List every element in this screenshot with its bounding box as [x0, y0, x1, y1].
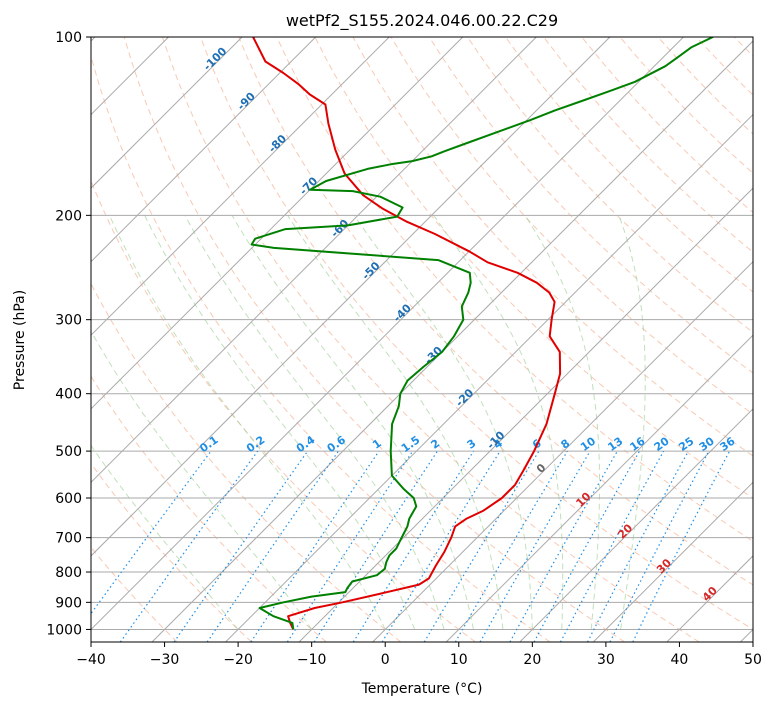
mixing-ratio-line [206, 450, 339, 642]
isotherm-line [91, 37, 390, 336]
y-tick-label: 800 [55, 565, 82, 581]
y-tick-label: 900 [55, 595, 82, 611]
isotherm-line [91, 37, 464, 410]
mixing-ratio-line [586, 450, 689, 642]
isotherm-line [91, 37, 317, 263]
x-tick-label: 20 [523, 652, 541, 668]
chart-title: wetPf2_S155.2024.046.00.22.C29 [286, 11, 558, 31]
mixing-ratio-line [352, 450, 475, 642]
dry-adiabat-line [238, 37, 753, 586]
mixing-ratio-line [173, 450, 309, 642]
mixing-ratio-line [454, 450, 568, 642]
axes: −40 −30 −20 −10 0 10 20 30 40 50 100 200 300 400 500 60… [46, 30, 762, 668]
dry-adiabat-line [91, 54, 551, 642]
x-tick-label: −10 [297, 652, 327, 668]
dry-adiabat-line [352, 37, 753, 457]
dry-adiabat-line [91, 462, 253, 642]
isotherm-line [91, 37, 537, 484]
dry-adiabat-line [314, 37, 753, 499]
moist-adiabat-line [91, 330, 313, 630]
y-tick-label: 300 [55, 313, 82, 329]
mixing-ratio-line [286, 450, 414, 642]
isotherm-line [91, 37, 243, 189]
dry-adiabat-line [123, 37, 625, 642]
x-tick-label: 30 [597, 652, 615, 668]
isotherm-line [151, 40, 753, 642]
isotherm-line [372, 260, 753, 642]
x-tick-label: 10 [450, 652, 468, 668]
y-tick-label: 600 [55, 491, 82, 507]
x-tick-label: 0 [381, 652, 390, 668]
x-tick-label: −30 [150, 652, 180, 668]
moist-adiabat-line [109, 215, 386, 630]
dewpoint-profile [250, 37, 714, 630]
isotherm-line [519, 408, 753, 642]
mixing-ratio-line [423, 450, 540, 642]
y-tick-label: 1000 [46, 622, 82, 638]
isotherm-line [592, 481, 753, 642]
mixing-ratio-line [559, 450, 665, 642]
mixing-ratio-line [313, 450, 438, 642]
plot-frame [90, 36, 754, 643]
x-tick-label: 40 [671, 652, 689, 668]
x-tick-label: −40 [76, 652, 106, 668]
y-tick-label: 700 [55, 531, 82, 547]
dry-adiabat-line [276, 37, 753, 542]
isotherm-line [91, 37, 684, 631]
dry-adiabat-line [200, 37, 753, 630]
isotherm-line [445, 334, 753, 642]
temperature-profile [252, 37, 562, 630]
mixing-ratio-line [381, 450, 501, 642]
y-tick-label: 100 [55, 30, 82, 46]
x-tick-label: 50 [744, 652, 762, 668]
x-tick-label: −20 [223, 652, 253, 668]
isotherm-line [225, 113, 753, 642]
mixing-ratio-line [250, 450, 380, 642]
dry-adiabat-line [161, 37, 700, 642]
y-axis-label: Pressure (hPa) [12, 290, 28, 390]
isotherm-line [91, 37, 611, 557]
y-tick-label: 400 [55, 387, 82, 403]
y-tick-label: 200 [55, 208, 82, 224]
y-tick-label: 500 [55, 444, 82, 460]
x-axis-label: Temperature (°C) [361, 681, 483, 697]
moist-adiabat-line [231, 215, 474, 630]
